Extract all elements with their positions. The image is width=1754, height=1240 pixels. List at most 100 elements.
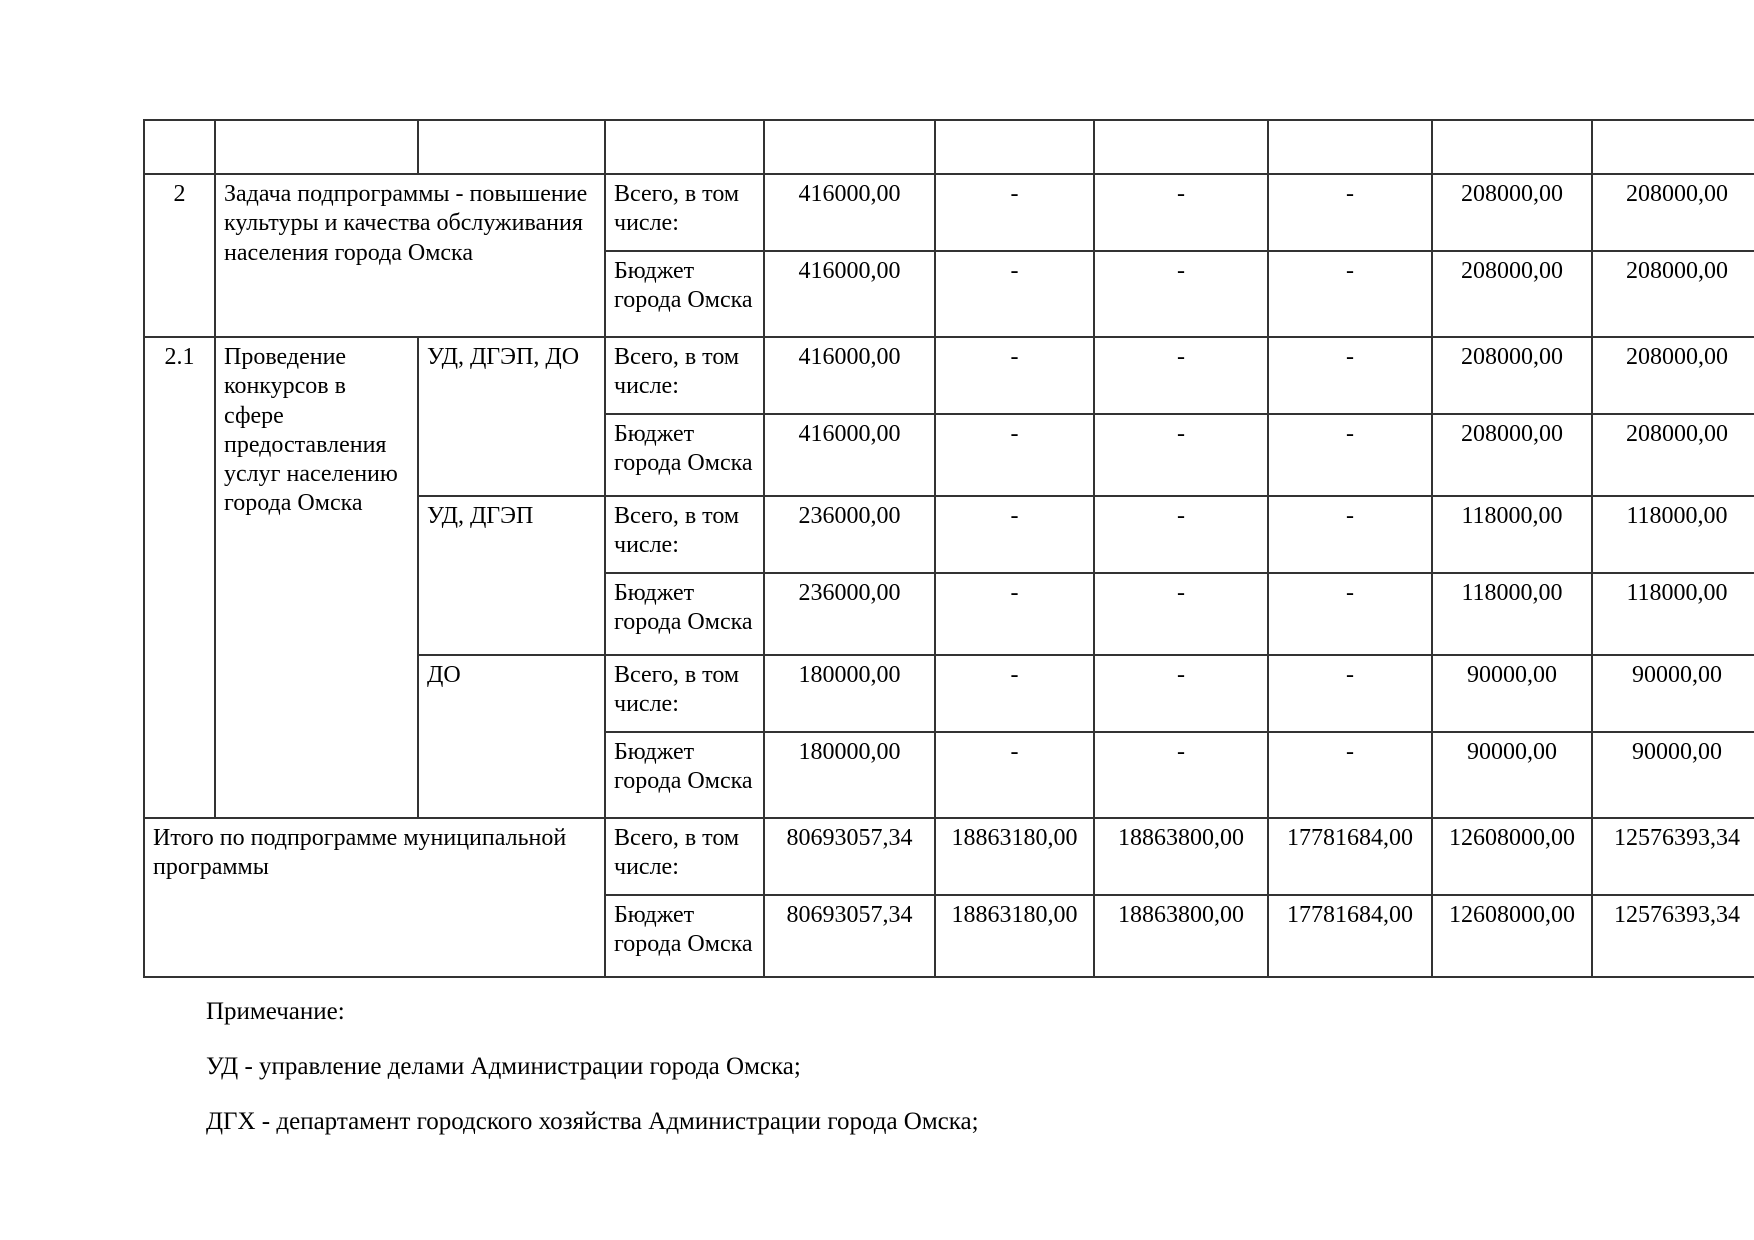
amount-cell: 17781684,00 xyxy=(1267,817,1433,896)
header-cell xyxy=(1591,119,1754,175)
executors-cell: ДО xyxy=(417,654,606,819)
amount-cell: - xyxy=(1093,654,1269,733)
finance-table: 2 Задача подпрограммы - повышение культу… xyxy=(143,119,1754,978)
amount-cell: 180000,00 xyxy=(763,654,936,733)
amount-cell: 12576393,34 xyxy=(1591,894,1754,978)
notes-title: Примечание: xyxy=(206,998,345,1025)
amount-cell: - xyxy=(934,731,1095,819)
event-block2-budget-row: Бюджет города Омска 236000,00 - - - 1180… xyxy=(144,572,1754,656)
amount-cell: 208000,00 xyxy=(1431,336,1593,415)
header-cell xyxy=(1431,119,1593,175)
note-dgh-definition: ДГХ - департамент городского хозяйства А… xyxy=(206,1108,979,1135)
amount-cell: - xyxy=(934,654,1095,733)
amount-cell: - xyxy=(934,250,1095,338)
header-cell xyxy=(934,119,1095,175)
event-block1-budget-row: Бюджет города Омска 416000,00 - - - 2080… xyxy=(144,413,1754,497)
itogo-budget-row: Бюджет города Омска 80693057,34 18863180… xyxy=(144,894,1754,978)
amount-cell: 18863180,00 xyxy=(934,817,1095,896)
finance-label-cell: Бюджет города Омска xyxy=(604,894,765,978)
header-cell xyxy=(1093,119,1269,175)
itogo-desc-cell: Итого по подпрограмме муниципальной прог… xyxy=(143,817,606,978)
task-budget-row: Бюджет города Омска 416000,00 - - - 2080… xyxy=(144,250,1754,338)
amount-cell: - xyxy=(1093,731,1269,819)
amount-cell: 12608000,00 xyxy=(1431,817,1593,896)
amount-cell: 12608000,00 xyxy=(1431,894,1593,978)
amount-cell: - xyxy=(1093,336,1269,415)
finance-label-cell: Бюджет города Омска xyxy=(604,731,765,819)
amount-cell: 90000,00 xyxy=(1431,654,1593,733)
amount-cell: - xyxy=(1093,250,1269,338)
amount-cell: - xyxy=(1267,413,1433,497)
amount-cell: - xyxy=(934,572,1095,656)
event-block3-total-row: ДО Всего, в том числе: 180000,00 - - - 9… xyxy=(144,654,1754,819)
task-total-row: 2 Задача подпрограммы - повышение культу… xyxy=(143,173,1754,338)
amount-cell: 208000,00 xyxy=(1591,336,1754,415)
amount-cell: 236000,00 xyxy=(763,572,936,656)
header-cell xyxy=(214,119,419,175)
amount-cell: - xyxy=(1267,572,1433,656)
amount-cell: 12576393,34 xyxy=(1591,817,1754,896)
amount-cell: 80693057,34 xyxy=(763,817,936,896)
amount-cell: 80693057,34 xyxy=(763,894,936,978)
amount-cell: 18863800,00 xyxy=(1093,894,1269,978)
amount-cell: - xyxy=(1093,495,1269,574)
amount-cell: 18863180,00 xyxy=(934,894,1095,978)
amount-cell: - xyxy=(934,495,1095,574)
row-number-cell: 2 xyxy=(143,173,216,338)
note-ud-definition: УД - управление делами Администрации гор… xyxy=(206,1053,801,1080)
amount-cell: 236000,00 xyxy=(763,495,936,574)
amount-cell: 416000,00 xyxy=(763,413,936,497)
header-cell xyxy=(143,119,216,175)
amount-cell: 416000,00 xyxy=(763,173,936,252)
event-block2-total-row: УД, ДГЭП Всего, в том числе: 236000,00 -… xyxy=(144,495,1754,656)
event-desc-cell: Проведение конкурсов в сфере предоставле… xyxy=(214,336,419,819)
finance-label-cell: Всего, в том числе: xyxy=(604,173,765,252)
executors-cell: УД, ДГЭП xyxy=(417,495,606,656)
finance-label-cell: Бюджет города Омска xyxy=(604,572,765,656)
header-cell xyxy=(763,119,936,175)
amount-cell: 180000,00 xyxy=(763,731,936,819)
amount-cell: - xyxy=(1093,572,1269,656)
amount-cell: 90000,00 xyxy=(1431,731,1593,819)
amount-cell: - xyxy=(1267,250,1433,338)
executors-cell: УД, ДГЭП, ДО xyxy=(417,336,606,497)
finance-label-cell: Бюджет города Омска xyxy=(604,413,765,497)
amount-cell: 90000,00 xyxy=(1591,731,1754,819)
header-cell xyxy=(604,119,765,175)
finance-label-cell: Всего, в том числе: xyxy=(604,654,765,733)
amount-cell: 17781684,00 xyxy=(1267,894,1433,978)
amount-cell: 208000,00 xyxy=(1591,413,1754,497)
finance-label-cell: Бюджет города Омска xyxy=(604,250,765,338)
amount-cell: 208000,00 xyxy=(1431,413,1593,497)
header-cell xyxy=(417,119,606,175)
amount-cell: 118000,00 xyxy=(1431,495,1593,574)
amount-cell: - xyxy=(1267,336,1433,415)
amount-cell: - xyxy=(1267,731,1433,819)
finance-label-cell: Всего, в том числе: xyxy=(604,817,765,896)
header-cell xyxy=(1267,119,1433,175)
itogo-total-row: Итого по подпрограмме муниципальной прог… xyxy=(143,817,1754,978)
amount-cell: 118000,00 xyxy=(1591,495,1754,574)
amount-cell: 208000,00 xyxy=(1431,250,1593,338)
amount-cell: - xyxy=(1267,654,1433,733)
amount-cell: - xyxy=(1093,173,1269,252)
finance-label-cell: Всего, в том числе: xyxy=(604,336,765,415)
task-desc-cell: Задача подпрограммы - повышение культуры… xyxy=(214,173,606,338)
amount-cell: 118000,00 xyxy=(1591,572,1754,656)
amount-cell: 118000,00 xyxy=(1431,572,1593,656)
amount-cell: - xyxy=(934,336,1095,415)
amount-cell: 208000,00 xyxy=(1591,173,1754,252)
amount-cell: 416000,00 xyxy=(763,336,936,415)
table-header-row xyxy=(143,119,1754,175)
amount-cell: - xyxy=(1093,413,1269,497)
amount-cell: - xyxy=(1267,173,1433,252)
amount-cell: 90000,00 xyxy=(1591,654,1754,733)
amount-cell: 416000,00 xyxy=(763,250,936,338)
row-number-cell: 2.1 xyxy=(143,336,216,819)
amount-cell: - xyxy=(934,173,1095,252)
amount-cell: 208000,00 xyxy=(1431,173,1593,252)
amount-cell: - xyxy=(1267,495,1433,574)
event-block3-budget-row: Бюджет города Омска 180000,00 - - - 9000… xyxy=(144,731,1754,819)
finance-label-cell: Всего, в том числе: xyxy=(604,495,765,574)
